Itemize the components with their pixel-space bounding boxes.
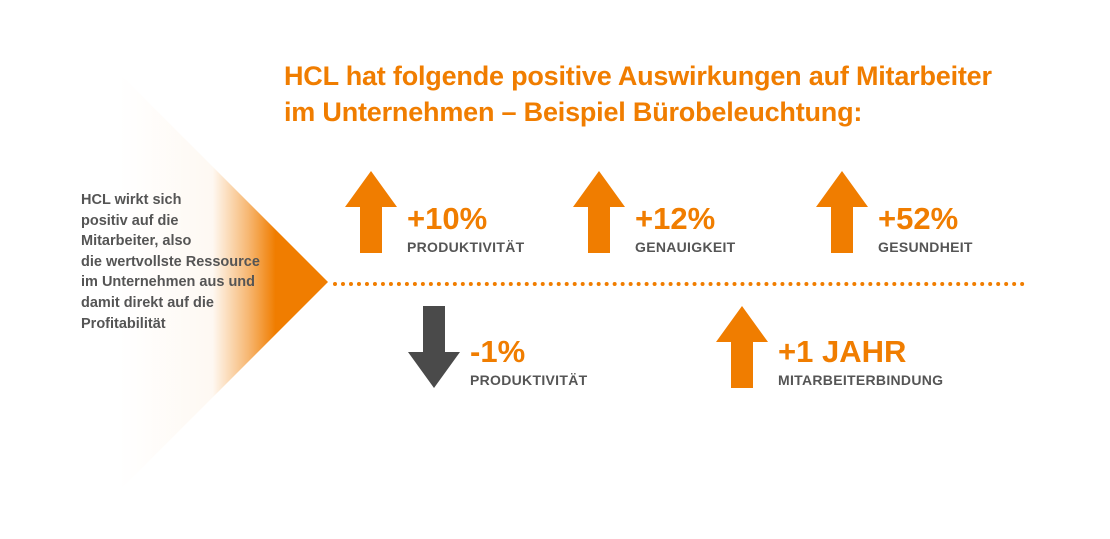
title-line-1: HCL hat folgende positive Auswirkungen a… — [284, 61, 992, 91]
side-text-line: damit direkt auf die — [81, 294, 214, 311]
effect-label-health: GESUNDHEIT — [878, 239, 973, 255]
side-text-line: HCL wirkt sich — [81, 192, 182, 208]
effect-value-retention: +1 JAHR — [778, 334, 907, 369]
effect-value-health: +52% — [878, 201, 959, 236]
side-text-line: im Unternehmen aus und — [81, 274, 256, 291]
arrow-up-icon — [345, 171, 397, 253]
page-title: HCL hat folgende positive Auswirkungen a… — [284, 58, 1084, 130]
arrow-up-icon — [816, 171, 868, 253]
effect-label-productivity-down: PRODUKTIVITÄT — [470, 372, 588, 388]
arrow-down-icon — [408, 306, 460, 388]
side-text-line: Mitarbeiter, also — [81, 233, 192, 250]
side-description: HCL wirkt sich positiv auf die Mitarbeit… — [81, 190, 311, 334]
orange-wedge-shape — [118, 72, 328, 492]
side-text-line: positiv auf die — [81, 212, 179, 229]
effect-label-productivity-up: PRODUKTIVITÄT — [407, 239, 525, 255]
effect-value-productivity-down: -1% — [470, 334, 526, 369]
arrow-up-icon — [716, 306, 768, 388]
effect-value-productivity-up: +10% — [407, 201, 488, 236]
effect-label-accuracy: GENAUIGKEIT — [635, 239, 736, 255]
title-line-2: im Unternehmen – Beispiel Bürobeleuchtun… — [284, 97, 863, 127]
arrow-up-icon — [573, 171, 625, 253]
side-text-line: Profitabilität — [81, 315, 166, 332]
effect-value-accuracy: +12% — [635, 201, 716, 236]
side-text-line: die wertvollste Ressource — [81, 253, 260, 270]
effect-label-retention: MITARBEITERBINDUNG — [778, 372, 944, 388]
dotted-divider — [333, 282, 1025, 286]
